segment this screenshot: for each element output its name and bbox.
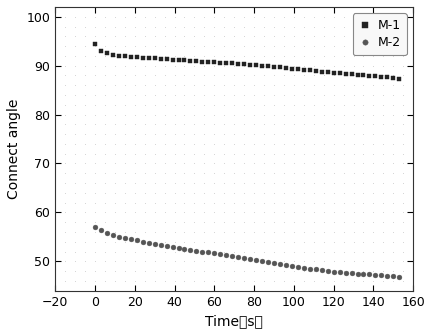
M-2 xyxy=(277,262,283,266)
M-2 xyxy=(92,225,98,229)
M-1 xyxy=(277,65,283,69)
M-2 xyxy=(397,275,402,279)
M-1 xyxy=(373,74,378,78)
Y-axis label: Connect angle: Connect angle xyxy=(7,98,21,199)
M-1 xyxy=(289,67,295,71)
M-1 xyxy=(235,62,241,66)
Line: M-2: M-2 xyxy=(92,225,402,279)
M-1 xyxy=(116,54,121,58)
Line: M-1: M-1 xyxy=(92,41,402,81)
M-2 xyxy=(235,255,241,259)
X-axis label: Time（s）: Time（s） xyxy=(205,314,263,328)
M-1 xyxy=(397,77,402,81)
M-2 xyxy=(373,273,378,277)
M-2 xyxy=(116,235,121,239)
M-2 xyxy=(289,264,295,268)
Legend: M-1, M-2: M-1, M-2 xyxy=(353,13,407,56)
M-1 xyxy=(200,60,205,64)
M-2 xyxy=(200,250,205,254)
M-1 xyxy=(92,42,98,46)
